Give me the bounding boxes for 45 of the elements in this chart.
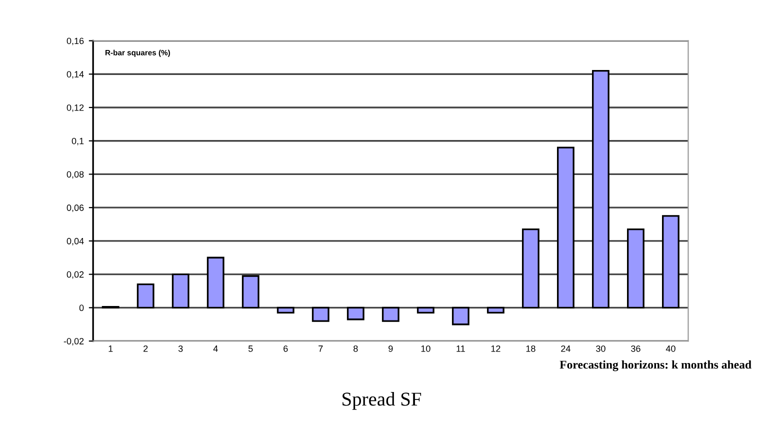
bar xyxy=(382,306,400,322)
x-tick-label: 2 xyxy=(144,345,148,352)
bar xyxy=(172,273,190,309)
x-axis-title: Forecasting horizons: k months ahead xyxy=(560,360,752,372)
bar xyxy=(136,283,154,309)
y-tick-label: 0,16 xyxy=(66,38,84,46)
x-tick-label: 36 xyxy=(631,345,640,352)
bar xyxy=(276,306,294,314)
bar xyxy=(242,275,260,309)
x-tick-label: 6 xyxy=(284,345,288,352)
bar xyxy=(592,70,610,309)
y-tick-label: 0,14 xyxy=(66,71,84,79)
y-tick-label: 0,08 xyxy=(66,171,84,179)
y-tick-label: 0,04 xyxy=(66,238,84,246)
x-tick-label: 30 xyxy=(596,345,606,352)
x-tick-label: 7 xyxy=(318,346,323,352)
x-tick-label: 40 xyxy=(666,345,676,352)
y-tick-label: 0 xyxy=(79,304,84,312)
bar xyxy=(522,228,540,309)
bar xyxy=(662,215,680,309)
x-tick-label: 11 xyxy=(456,346,465,352)
bar xyxy=(486,306,504,314)
bar xyxy=(206,256,224,309)
y-tick-label: 0,12 xyxy=(66,104,84,112)
x-tick-label: 5 xyxy=(248,346,253,352)
bar xyxy=(452,306,470,326)
bar xyxy=(346,306,364,320)
x-tick-label: 12 xyxy=(491,345,500,352)
x-tick-label: 18 xyxy=(526,345,536,352)
x-tick-label: 3 xyxy=(178,345,183,352)
x-tick-label: 10 xyxy=(421,345,430,352)
x-tick-label: 4 xyxy=(213,346,218,352)
y-tick-label: 0,1 xyxy=(72,138,84,146)
bar xyxy=(312,306,330,322)
x-tick-label: 24 xyxy=(561,345,570,352)
bar xyxy=(416,306,434,314)
y-tick-label: -0,02 xyxy=(64,338,84,346)
text: Spread SF xyxy=(342,392,422,410)
y-tick-label: 0,06 xyxy=(66,204,84,212)
y-tick-label: 0,02 xyxy=(66,271,84,279)
x-tick-label: 8 xyxy=(354,345,358,352)
bar xyxy=(627,228,644,309)
x-tick-label: 1 xyxy=(108,346,113,352)
bar xyxy=(556,146,574,309)
x-tick-label: 9 xyxy=(388,345,393,352)
